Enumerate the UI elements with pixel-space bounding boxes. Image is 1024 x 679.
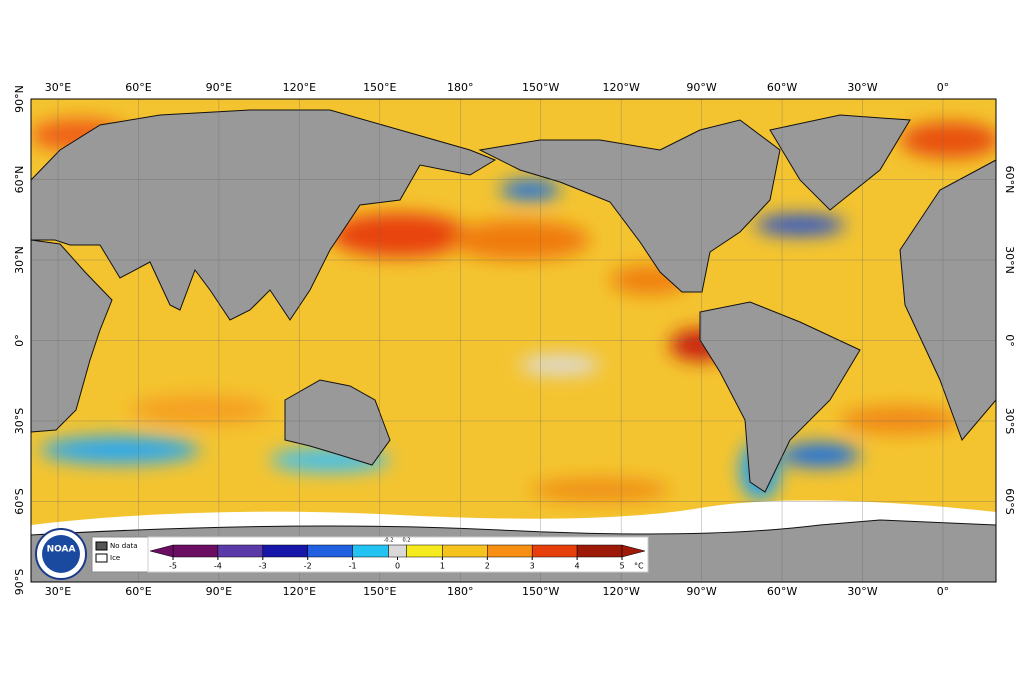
lon-label: 150°W xyxy=(522,585,559,598)
lat-label: 60°N xyxy=(1003,166,1016,194)
eurasia xyxy=(31,109,497,321)
lat-label: 60°N xyxy=(13,166,26,194)
lon-label: 0° xyxy=(937,81,950,94)
colorbar-extend-high xyxy=(621,544,646,558)
lon-label: 180° xyxy=(447,81,474,94)
colorbar-tick-label: -4 xyxy=(214,562,222,571)
no-data-swatch xyxy=(95,541,108,551)
colorbar-tick-label: 0 xyxy=(395,562,400,571)
lat-label: 90°N xyxy=(13,85,26,113)
lat-label: 90°S xyxy=(13,569,26,595)
lon-label: 90°W xyxy=(686,81,716,94)
colorbar-unit: °C xyxy=(634,562,644,571)
australia xyxy=(284,379,391,466)
colorbar-segment xyxy=(487,544,533,558)
ice-swatch xyxy=(95,553,108,563)
lon-label: 60°W xyxy=(767,585,797,598)
colorbar-segment xyxy=(172,544,219,558)
colorbar-tick-label: 5 xyxy=(619,562,624,571)
lon-label: 0° xyxy=(937,585,950,598)
colorbar-tick-label: -1 xyxy=(349,562,357,571)
colorbar-segment xyxy=(388,544,407,558)
colorbar-tick-label: -5 xyxy=(169,562,177,571)
lon-label: 90°W xyxy=(686,585,716,598)
colorbar-segment xyxy=(576,544,623,558)
colorbar-segment xyxy=(352,544,389,558)
lon-label: 90°E xyxy=(206,81,232,94)
legend-label: No data xyxy=(110,542,138,550)
colorbar-tick-label: 2 xyxy=(485,562,490,571)
logo: NOAA xyxy=(35,528,87,580)
lon-label: 30°W xyxy=(847,585,877,598)
lon-label: 30°E xyxy=(45,585,71,598)
colorbar-tick-label: -0.2 xyxy=(384,538,394,544)
colorbar-tick-label: 1 xyxy=(440,562,445,571)
lat-label: 30°N xyxy=(1003,246,1016,274)
greenland xyxy=(769,114,911,211)
colorbar-segment xyxy=(406,544,443,558)
colorbar-segment xyxy=(217,544,264,558)
lon-label: 60°W xyxy=(767,81,797,94)
lon-label: 180° xyxy=(447,585,474,598)
colorbar-tick-label: -3 xyxy=(259,562,267,571)
logo-text: NOAA xyxy=(47,545,76,555)
lon-label: 30°W xyxy=(847,81,877,94)
colorbar-tick-label: 4 xyxy=(575,562,580,571)
lon-label: 150°E xyxy=(363,81,396,94)
colorbar-segment xyxy=(442,544,488,558)
colorbar-segment xyxy=(307,544,353,558)
colorbar-tick-label: 3 xyxy=(530,562,535,571)
graticule: 30°E 30°E 60°E 60°E 90°E 90°E 120°E 120°E 150°E 1… xyxy=(13,81,1016,598)
legend-label: Ice xyxy=(110,554,120,562)
lon-label: 120°W xyxy=(602,585,639,598)
lon-label: 90°E xyxy=(206,585,232,598)
lon-label: 30°E xyxy=(45,81,71,94)
north-america xyxy=(478,119,781,293)
lon-label: 60°E xyxy=(125,585,151,598)
africa xyxy=(31,239,113,433)
lon-label: 120°W xyxy=(602,81,639,94)
lon-label: 150°W xyxy=(522,81,559,94)
lat-label: 0° xyxy=(1003,334,1016,347)
colorbar: -5 -4 -3 -2 -1 -0.2 0.2 1 2 3 4 5 0 °C xyxy=(149,538,646,571)
lon-label: 120°E xyxy=(283,81,316,94)
lat-label: 0° xyxy=(13,334,26,347)
lon-label: 120°E xyxy=(283,585,316,598)
lon-label: 150°E xyxy=(363,585,396,598)
lat-label: 30°N xyxy=(13,246,26,274)
colorbar-tick-label: 0.2 xyxy=(403,538,411,544)
lat-label: 30°S xyxy=(1003,408,1016,434)
lat-label: 60°S xyxy=(1003,488,1016,514)
colorbar-segment xyxy=(531,544,578,558)
lat-label: 30°S xyxy=(13,408,26,434)
colorbar-tick-label: -2 xyxy=(304,562,312,571)
europe-africa-east xyxy=(899,159,996,441)
colorbar-segment xyxy=(262,544,308,558)
south-america xyxy=(699,301,861,493)
lat-label: 60°S xyxy=(13,488,26,514)
colorbar-extend-low xyxy=(149,544,174,558)
lon-label: 60°E xyxy=(125,81,151,94)
map-frame xyxy=(30,98,997,583)
